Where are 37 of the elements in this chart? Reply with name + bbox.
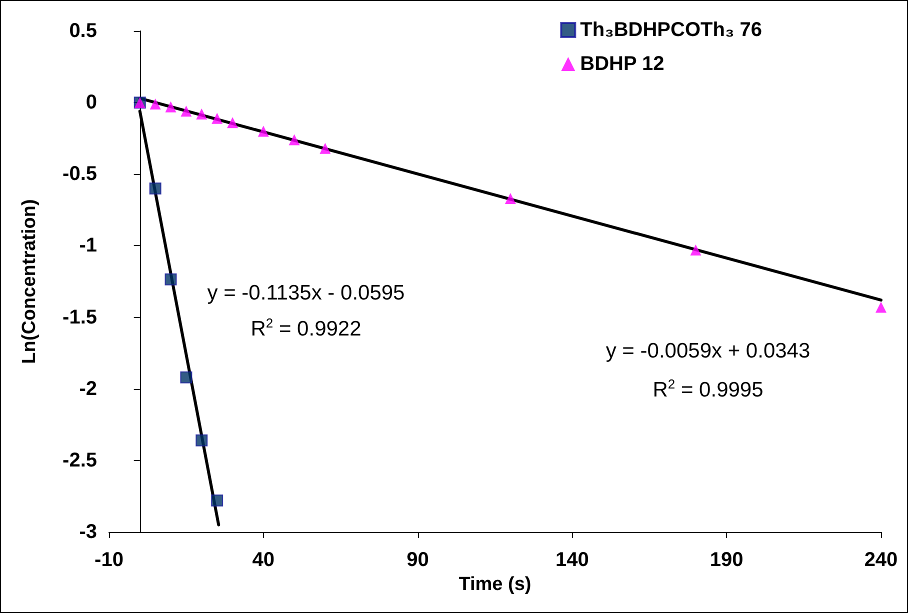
point xyxy=(150,98,161,110)
y-tick-label: -2.5 xyxy=(62,449,97,472)
point xyxy=(227,117,238,128)
point xyxy=(149,182,162,194)
point xyxy=(212,112,223,124)
point xyxy=(180,371,192,384)
point xyxy=(288,134,300,146)
point xyxy=(180,106,192,117)
x-tick-label: 40 xyxy=(252,549,275,571)
x-tick-label: 90 xyxy=(406,549,429,571)
point xyxy=(165,101,176,112)
y-tick-label: 0 xyxy=(86,92,97,114)
point xyxy=(196,434,208,446)
legend-label: BDHP 12 xyxy=(580,53,664,75)
point xyxy=(258,126,269,137)
point xyxy=(164,273,177,286)
x-tick-label: 190 xyxy=(710,549,744,571)
y-tick-label: -1.5 xyxy=(62,306,97,328)
y-tick-label: -1 xyxy=(79,234,97,257)
point xyxy=(196,108,208,120)
annotation: y = -0.0059x + 0.0343 xyxy=(606,340,810,362)
point xyxy=(690,244,702,256)
y-tick-label: -2 xyxy=(79,378,97,400)
x-axis-title: Time (s) xyxy=(458,574,532,595)
point xyxy=(211,494,224,507)
y-tick-label: -0.5 xyxy=(62,163,97,186)
point xyxy=(876,302,886,313)
y-axis-title: Ln(Concentration) xyxy=(19,199,40,364)
x-tick-label: -10 xyxy=(94,549,124,571)
point xyxy=(320,142,331,154)
x-tick-label: 140 xyxy=(556,549,589,571)
x-tick-label: 240 xyxy=(864,549,898,571)
legend-label: Th₃BDHPCOTh₃ 76 xyxy=(580,19,762,41)
annotation: y = -0.1135x - 0.0595 xyxy=(207,282,405,304)
point xyxy=(504,192,516,204)
y-tick-label: 0.5 xyxy=(69,20,97,42)
y-tick-label: -3 xyxy=(79,521,97,543)
